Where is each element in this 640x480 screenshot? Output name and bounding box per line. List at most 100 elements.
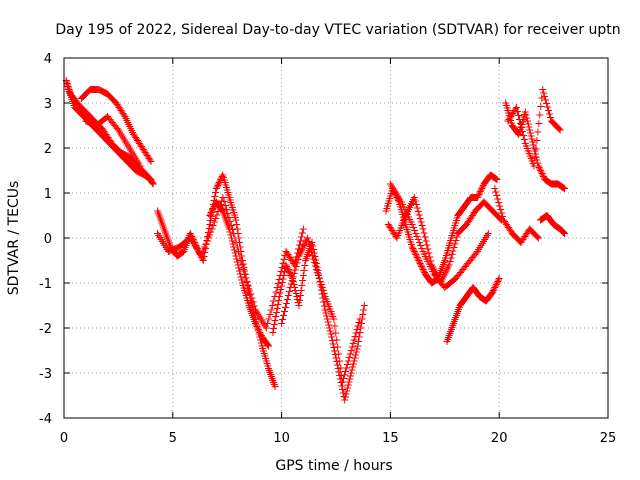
data-point: [474, 192, 482, 200]
data-point: [329, 340, 337, 348]
data-point: [346, 350, 354, 358]
tick-labels: 0 5 10 15 20 25 -4 -3 -2 -1 0 1 2 3 4: [39, 52, 616, 446]
data-point: [412, 230, 420, 237]
data-point: [298, 282, 306, 289]
data-point: [198, 249, 206, 257]
data-point: [282, 300, 290, 307]
data-point: [324, 318, 332, 326]
data-point: [305, 238, 313, 245]
data-point: [521, 108, 529, 116]
y-tick-label: -4: [39, 412, 52, 427]
data-point: [284, 266, 292, 273]
data-point: [339, 378, 347, 386]
data-point: [327, 330, 335, 338]
data-point: [228, 237, 236, 245]
data-point: [360, 306, 368, 314]
data-point: [332, 329, 340, 337]
x-tick-label: 5: [169, 431, 177, 446]
data-point: [425, 249, 433, 257]
data-point: [414, 208, 422, 215]
data-point: [344, 384, 352, 392]
data-point: [450, 244, 458, 251]
data-point: [417, 242, 425, 249]
data-point: [296, 292, 304, 299]
data-point: [445, 261, 453, 269]
data-point: [275, 293, 283, 300]
data-point: [336, 357, 344, 365]
data-point: [350, 336, 358, 344]
data-point: [349, 363, 357, 371]
data-point: [499, 213, 507, 220]
data-point: [256, 329, 264, 336]
data-point: [272, 288, 280, 296]
data-point: [330, 315, 338, 323]
data-point: [230, 230, 238, 237]
data-point: [344, 381, 352, 389]
data-point: [282, 261, 290, 269]
data-point: [265, 315, 273, 323]
data-point: [523, 114, 531, 122]
data-point: [415, 258, 423, 266]
data-point: [301, 262, 309, 269]
y-axis-label: SDTVAR / TECUs: [6, 181, 22, 296]
data-point: [452, 237, 460, 244]
data-point: [489, 288, 497, 296]
data-point: [494, 195, 502, 203]
data-point: [519, 132, 527, 139]
data-point: [319, 287, 327, 294]
data-point: [199, 257, 207, 264]
data-point: [233, 255, 241, 263]
data-point: [491, 185, 499, 192]
data-point: [234, 261, 242, 269]
data-point: [220, 198, 228, 205]
data-point: [414, 236, 422, 243]
data-point: [278, 320, 286, 327]
data-point: [420, 229, 428, 237]
data-point: [478, 185, 486, 192]
data-point: [251, 320, 259, 327]
data-point: [213, 211, 221, 219]
data-point: [339, 389, 347, 397]
data-point: [286, 284, 294, 291]
data-point: [355, 319, 363, 326]
data-point: [556, 126, 564, 134]
data-point: [424, 245, 432, 253]
data-point: [232, 239, 240, 246]
grid: [64, 58, 608, 418]
data-point: [514, 108, 522, 115]
y-tick-label: -3: [39, 367, 52, 382]
data-point: [206, 212, 214, 219]
data-point: [515, 112, 523, 119]
data-point: [235, 264, 243, 272]
data-point: [534, 234, 542, 242]
data-point: [531, 154, 539, 161]
data-point: [520, 136, 528, 143]
data-point: [279, 316, 287, 323]
data-point: [415, 257, 423, 264]
data-point: [347, 369, 355, 377]
data-point: [535, 120, 543, 127]
data-point: [225, 225, 233, 233]
data-point: [214, 180, 222, 188]
data-point: [408, 243, 416, 251]
data-point: [280, 312, 288, 319]
data-point: [524, 120, 532, 128]
data-point: [235, 248, 243, 255]
data-point: [278, 279, 286, 286]
x-tick-label: 10: [273, 431, 290, 446]
data-point: [293, 259, 301, 267]
data-point: [411, 197, 419, 205]
data-point: [518, 128, 526, 135]
data-point: [345, 354, 353, 361]
data-point: [323, 315, 331, 323]
data-point: [207, 210, 215, 218]
data-point: [495, 199, 503, 206]
data-point: [421, 233, 429, 241]
data-point: [281, 308, 289, 315]
data-point: [204, 234, 212, 242]
data-point: [232, 216, 240, 224]
data-point: [419, 266, 427, 273]
data-point: [272, 313, 280, 320]
data-point: [200, 246, 208, 254]
x-tick-label: 0: [60, 431, 68, 446]
